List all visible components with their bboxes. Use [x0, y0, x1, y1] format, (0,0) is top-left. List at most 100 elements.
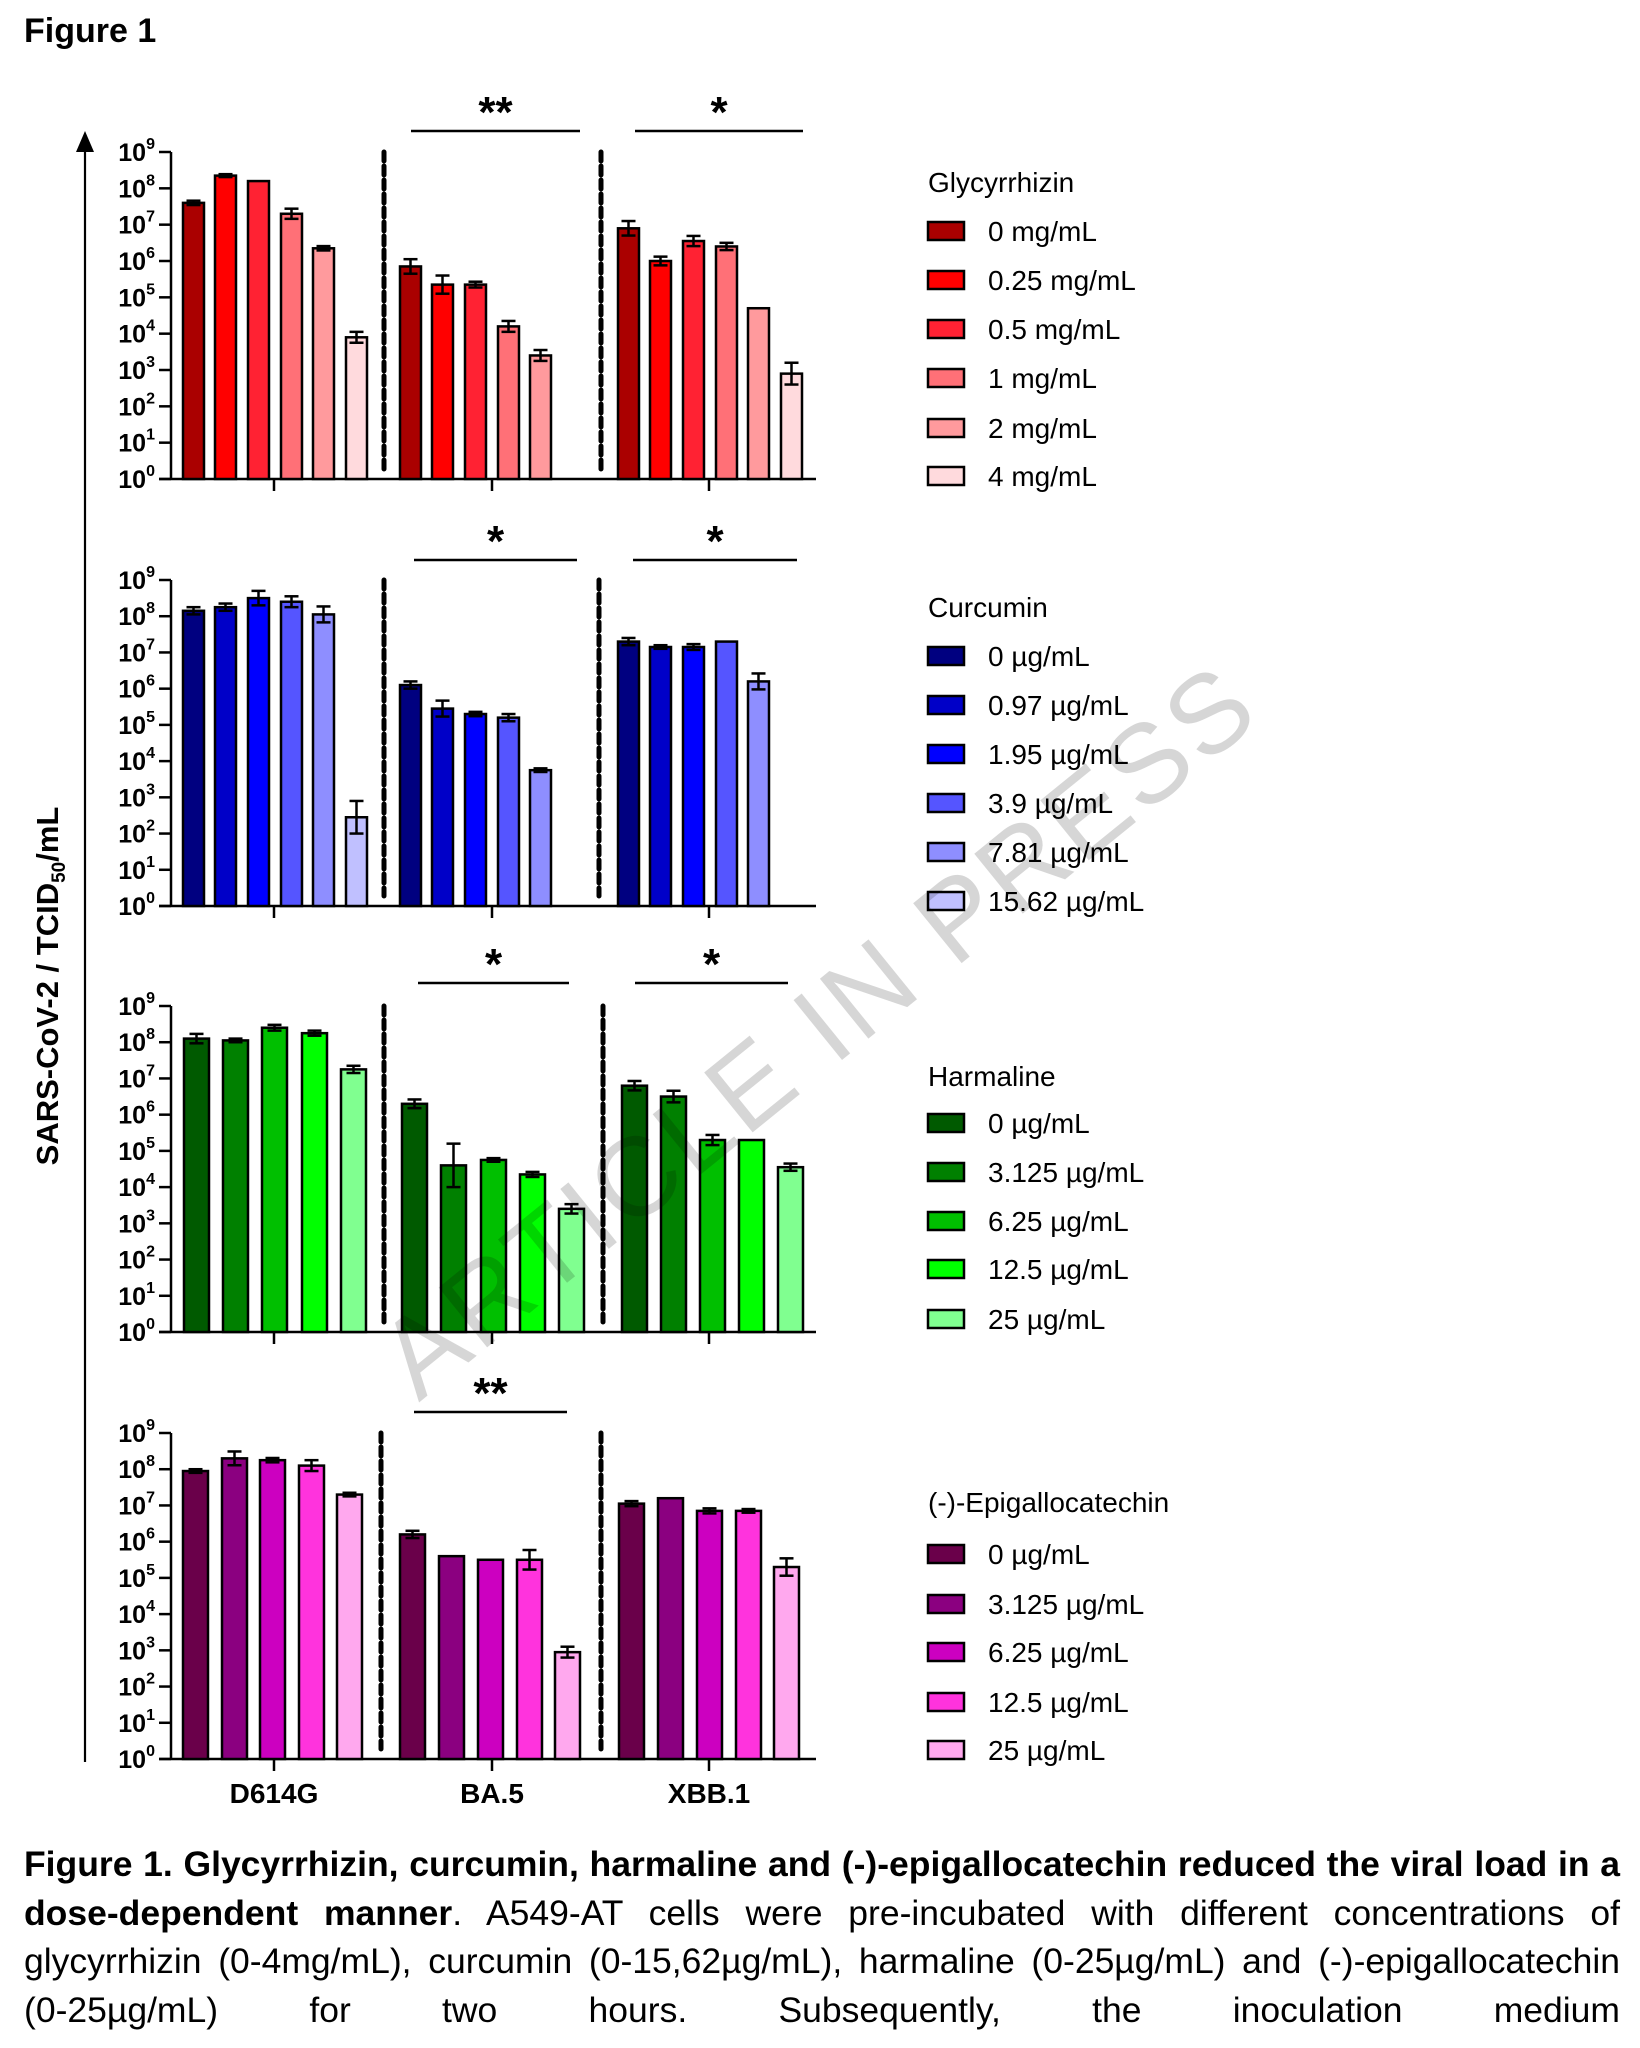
bar	[779, 372, 804, 481]
y-tick-exp: 7	[146, 1062, 155, 1079]
y-tick-exp: 1	[146, 1707, 155, 1724]
bar	[463, 283, 488, 481]
y-tick-base: 10	[118, 993, 146, 1021]
legend-swatch	[926, 1543, 966, 1565]
legend-swatch	[926, 1258, 966, 1280]
legend-swatch	[926, 1308, 966, 1330]
y-tick-label: 105	[118, 281, 155, 312]
y-tick-base: 10	[118, 1247, 146, 1275]
y-tick-base: 10	[118, 603, 146, 631]
figure-chart: SARS-CoV-2 / TCID50/mL 10010110210310410…	[30, 88, 1280, 1809]
y-tick-base: 10	[118, 212, 146, 240]
y-tick-exp: 2	[146, 1671, 155, 1688]
y-tick-label: 104	[118, 318, 155, 349]
bar	[659, 1095, 688, 1334]
y-tick-label: 103	[118, 1634, 155, 1665]
y-tick-label: 102	[118, 1244, 155, 1275]
bar	[714, 245, 739, 481]
y-tick-base: 10	[118, 175, 146, 203]
legend-swatch	[926, 318, 966, 340]
bar	[734, 1509, 763, 1761]
significance-label: *	[703, 940, 721, 989]
bar	[528, 354, 553, 481]
y-tick-label: 108	[118, 1026, 155, 1057]
y-tick-exp: 1	[146, 1280, 155, 1297]
y-tick-base: 10	[118, 821, 146, 849]
y-axis-label-unit: /mL	[30, 807, 65, 862]
bar	[714, 640, 739, 908]
y-tick-label: 108	[118, 600, 155, 631]
bar	[681, 239, 706, 481]
bar	[344, 336, 369, 481]
y-tick-exp: 2	[146, 390, 155, 407]
y-tick-base: 10	[118, 857, 146, 885]
legend-label: 0 µg/mL	[988, 641, 1090, 672]
y-tick-exp: 0	[146, 1316, 155, 1333]
bar	[182, 1037, 211, 1334]
legend-title: Harmaline	[928, 1061, 1056, 1092]
y-tick-exp: 8	[146, 172, 155, 189]
bar	[430, 707, 455, 908]
bar	[439, 1164, 468, 1334]
y-tick-base: 10	[118, 321, 146, 349]
y-tick-label: 104	[118, 1598, 155, 1629]
bar	[616, 227, 641, 481]
y-tick-label: 109	[118, 564, 155, 595]
y-tick-label: 100	[118, 1743, 155, 1774]
significance-label: *	[710, 88, 728, 137]
y-tick-exp: 7	[146, 636, 155, 653]
bar	[648, 645, 673, 908]
y-tick-base: 10	[118, 1210, 146, 1238]
y-tick-label: 100	[118, 463, 155, 494]
y-tick-label: 103	[118, 354, 155, 385]
bar	[246, 596, 271, 908]
legend-swatch	[926, 743, 966, 765]
legend-title: Curcumin	[928, 592, 1048, 623]
legend-swatch	[926, 417, 966, 439]
bar	[213, 605, 238, 908]
bar	[260, 1026, 289, 1334]
legend-swatch	[926, 269, 966, 291]
y-tick-label: 104	[118, 745, 155, 776]
y-tick-exp: 9	[146, 990, 155, 1007]
legend-label: 6.25 µg/mL	[988, 1206, 1129, 1237]
y-tick-exp: 4	[146, 318, 155, 335]
bar	[648, 259, 673, 481]
y-tick-base: 10	[118, 1529, 146, 1557]
bar	[515, 1558, 544, 1761]
bar	[656, 1496, 685, 1761]
legend-label: 3.125 µg/mL	[988, 1589, 1144, 1620]
y-tick-exp: 5	[146, 709, 155, 726]
y-tick-base: 10	[118, 567, 146, 595]
y-tick-exp: 1	[146, 854, 155, 871]
y-tick-base: 10	[118, 248, 146, 276]
y-tick-label: 109	[118, 1417, 155, 1448]
bar	[398, 683, 423, 908]
y-tick-base: 10	[118, 284, 146, 312]
bar	[221, 1039, 250, 1334]
y-tick-label: 108	[118, 1453, 155, 1484]
y-tick-base: 10	[118, 1174, 146, 1202]
y-tick-base: 10	[118, 1029, 146, 1057]
panel-3: 100101102103104105106107108109**(-)-Epig…	[118, 1369, 1169, 1809]
y-tick-exp: 0	[146, 1743, 155, 1760]
bar	[297, 1464, 326, 1761]
legend-label: 0.5 mg/mL	[988, 314, 1120, 345]
legend-label: 12.5 µg/mL	[988, 1254, 1129, 1285]
y-tick-exp: 8	[146, 600, 155, 617]
y-tick-base: 10	[118, 430, 146, 458]
bar	[181, 201, 206, 481]
y-tick-label: 106	[118, 1099, 155, 1130]
y-axis-label: SARS-CoV-2 / TCID50/mL	[30, 807, 70, 1166]
bar	[620, 1084, 649, 1334]
y-tick-label: 108	[118, 172, 155, 203]
legend-label: 6.25 µg/mL	[988, 1637, 1129, 1668]
y-tick-exp: 7	[146, 209, 155, 226]
y-tick-base: 10	[118, 466, 146, 494]
y-tick-label: 102	[118, 818, 155, 849]
y-tick-base: 10	[118, 1746, 146, 1774]
significance-label: **	[478, 88, 513, 137]
caption-text: . A549-AT cells were pre-incubated with …	[24, 1892, 1620, 2030]
